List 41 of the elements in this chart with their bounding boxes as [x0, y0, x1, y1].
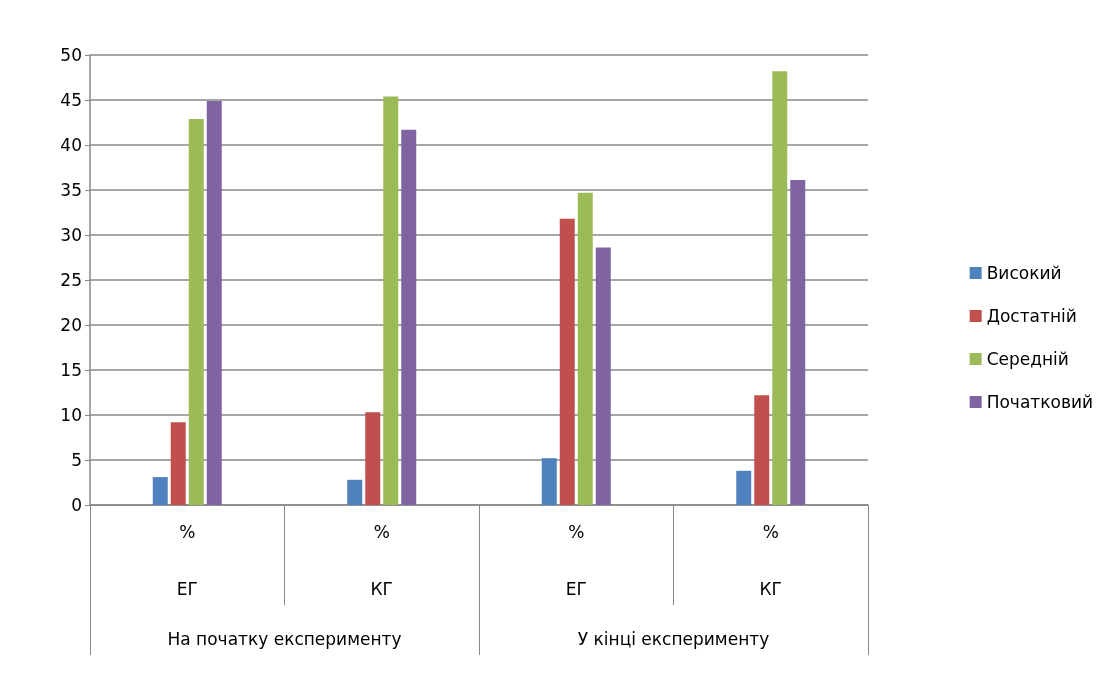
y-tick-label: 25 [60, 270, 82, 290]
bar [365, 412, 381, 505]
x-tick-label: % [568, 521, 585, 542]
y-tick-label: 40 [60, 135, 82, 155]
x-tick-label: % [373, 521, 390, 542]
bar [541, 458, 557, 505]
bar [152, 477, 168, 505]
y-tick-label: 35 [60, 180, 82, 200]
legend-label: Середній [986, 349, 1069, 369]
legend-label: Високий [986, 263, 1062, 283]
y-tick-label: 5 [71, 450, 82, 470]
text: На початку експерименту [167, 628, 402, 649]
legend-label: Достатній [986, 306, 1077, 326]
text: КГ [370, 578, 393, 599]
bar [772, 71, 788, 505]
y-tick-label: 10 [60, 405, 82, 425]
bar [754, 395, 770, 505]
y-tick-label: 15 [60, 360, 82, 380]
text: ЕГ [565, 578, 587, 599]
y-tick-label: 50 [60, 45, 82, 65]
bar [188, 118, 204, 505]
x-tick-label: % [179, 521, 196, 542]
bar [595, 247, 611, 505]
bar [559, 218, 575, 505]
y-tick-label: 20 [60, 315, 82, 335]
bar [206, 100, 222, 505]
text: У кінці експерименту [577, 628, 770, 649]
bar [347, 479, 363, 505]
bar [401, 129, 417, 505]
bar [170, 422, 186, 505]
bar [790, 180, 806, 505]
bar [736, 470, 752, 505]
x-tick-label: % [762, 521, 779, 542]
legend-label: Початковий [986, 392, 1094, 412]
bar [383, 96, 399, 505]
y-tick-label: 30 [60, 225, 82, 245]
text: КГ [759, 578, 782, 599]
y-tick-label: 0 [71, 495, 82, 515]
y-tick-label: 45 [60, 90, 82, 110]
bar [577, 192, 593, 505]
text: ЕГ [176, 578, 198, 599]
